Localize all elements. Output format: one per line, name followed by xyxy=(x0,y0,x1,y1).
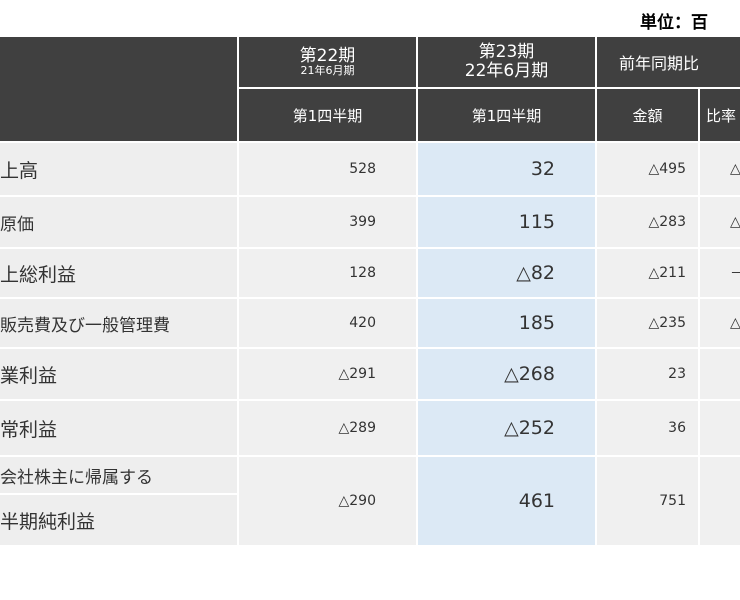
cell-p22: 528 xyxy=(239,143,416,195)
cell-p22: 128 xyxy=(239,249,416,297)
header-yoy: 前年同期比 xyxy=(597,37,740,87)
cell-ratio xyxy=(700,401,740,455)
row-label-line2: 半期純利益 xyxy=(0,495,237,545)
row-label: 常利益 xyxy=(0,401,237,455)
cell-amount: △283 xyxy=(597,197,698,247)
cell-p23: 461 xyxy=(418,457,595,545)
cell-p22: △289 xyxy=(239,401,416,455)
cell-amount: △211 xyxy=(597,249,698,297)
unit-label: 単位：百 xyxy=(640,13,708,33)
cell-amount: △495 xyxy=(597,143,698,195)
header-q1-22: 第1四半期 xyxy=(239,89,416,141)
cell-p23: △252 xyxy=(418,401,595,455)
header-period-23-title: 第23期 xyxy=(478,42,535,63)
header-q1-23: 第1四半期 xyxy=(418,89,595,141)
header-period-23: 第23期 22年6月期 xyxy=(418,37,595,87)
row-label: 上総利益 xyxy=(0,249,237,297)
cell-p23: △268 xyxy=(418,349,595,399)
cell-p22: 399 xyxy=(239,197,416,247)
header-period-22-sub: 21年6月期 xyxy=(300,64,355,78)
cell-p22: △290 xyxy=(239,457,416,545)
header-ratio: 比率 xyxy=(700,89,740,141)
cell-ratio: △ xyxy=(700,299,740,347)
cell-p23: △82 xyxy=(418,249,595,297)
cell-p23: 185 xyxy=(418,299,595,347)
cell-amount: 751 xyxy=(597,457,698,545)
row-label: 業利益 xyxy=(0,349,237,399)
cell-p23: 115 xyxy=(418,197,595,247)
header-period-23-sub: 22年6月期 xyxy=(464,61,549,81)
header-period-22: 第22期 21年6月期 xyxy=(239,37,416,87)
cell-ratio: － xyxy=(700,249,740,297)
row-label-line1: 会社株主に帰属する xyxy=(0,457,237,493)
cell-amount: △235 xyxy=(597,299,698,347)
cell-ratio xyxy=(700,457,740,545)
row-label: 原価 xyxy=(0,197,237,247)
cell-ratio xyxy=(700,349,740,399)
cell-amount: 23 xyxy=(597,349,698,399)
cell-amount: 36 xyxy=(597,401,698,455)
header-amount: 金額 xyxy=(597,89,698,141)
row-label: 販売費及び一般管理費 xyxy=(0,299,237,347)
cell-p22: △291 xyxy=(239,349,416,399)
header-period-22-title: 第22期 xyxy=(299,45,356,66)
header-label-blank xyxy=(0,37,237,141)
cell-p23: 32 xyxy=(418,143,595,195)
cell-ratio: △ xyxy=(700,143,740,195)
row-label: 上高 xyxy=(0,143,237,195)
cell-p22: 420 xyxy=(239,299,416,347)
cell-ratio: △ xyxy=(700,197,740,247)
